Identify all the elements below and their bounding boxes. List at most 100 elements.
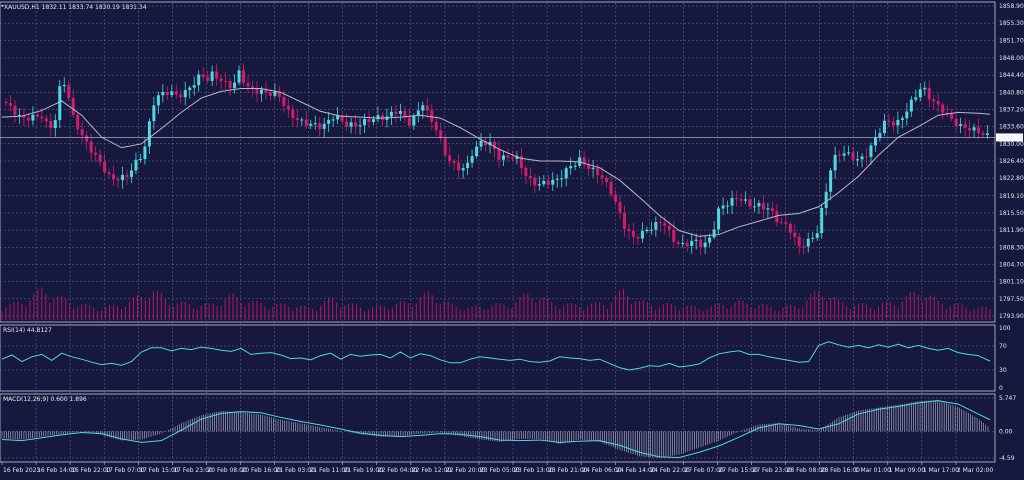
candle-bull[interactable] [959, 124, 963, 126]
candle-bull[interactable] [730, 197, 734, 206]
candle-bull[interactable] [923, 87, 927, 90]
candle-bear[interactable] [246, 82, 250, 87]
candle-bear[interactable] [44, 118, 48, 122]
candle-bear[interactable] [4, 101, 8, 104]
candle-bull[interactable] [551, 179, 555, 185]
candle-bear[interactable] [735, 197, 739, 200]
candle-bear[interactable] [98, 154, 102, 162]
candle-bull[interactable] [860, 156, 864, 160]
candle-bear[interactable] [600, 175, 604, 178]
candle-bull[interactable] [273, 91, 277, 96]
candle-bull[interactable] [466, 162, 470, 169]
candle-bear[interactable] [618, 201, 622, 213]
candle-bull[interactable] [412, 115, 416, 126]
candle-bull[interactable] [873, 137, 877, 146]
candle-bull[interactable] [138, 159, 142, 161]
candle-bear[interactable] [484, 140, 488, 146]
candle-bull[interactable] [752, 206, 756, 208]
candle-bull[interactable] [811, 237, 815, 239]
candle-bull[interactable] [986, 133, 990, 136]
candle-bull[interactable] [918, 89, 922, 98]
candle-bull[interactable] [649, 229, 653, 231]
candle-bull[interactable] [161, 92, 165, 96]
candle-bull[interactable] [129, 170, 133, 177]
candle-bear[interactable] [891, 121, 895, 126]
candle-bear[interactable] [242, 70, 246, 83]
candle-bear[interactable] [506, 155, 510, 158]
candle-bull[interactable] [757, 203, 761, 207]
candle-bull[interactable] [690, 240, 694, 246]
rsi-panel[interactable]: 100 70 30 0 RSI(14) 44.8127 [0, 323, 1011, 393]
candle-bull[interactable] [882, 120, 886, 134]
candle-bear[interactable] [354, 122, 358, 127]
candle-bull[interactable] [896, 119, 900, 126]
candle-bear[interactable] [927, 87, 931, 100]
candle-bull[interactable] [824, 191, 828, 208]
candle-bear[interactable] [932, 99, 936, 102]
candle-bull[interactable] [681, 242, 685, 244]
candle-bear[interactable] [448, 155, 452, 161]
candle-bull[interactable] [703, 242, 707, 248]
candle-bear[interactable] [614, 194, 618, 202]
candle-bear[interactable] [125, 174, 129, 177]
candle-bull[interactable] [537, 184, 541, 186]
candle-bear[interactable] [676, 242, 680, 244]
candle-bear[interactable] [407, 117, 411, 126]
candle-bull[interactable] [358, 125, 362, 127]
candle-bull[interactable] [322, 123, 326, 129]
candle-bull[interactable] [806, 238, 810, 247]
candle-bull[interactable] [134, 159, 138, 171]
candle-bull[interactable] [555, 178, 559, 180]
candle-bear[interactable] [775, 211, 779, 223]
candle-bear[interactable] [295, 118, 299, 121]
candle-bull[interactable] [421, 105, 425, 111]
candle-bear[interactable] [318, 123, 322, 129]
candle-bull[interactable] [847, 152, 851, 154]
candle-bear[interactable] [206, 77, 210, 81]
candle-bull[interactable] [766, 208, 770, 210]
candle-bear[interactable] [622, 212, 626, 230]
candle-bull[interactable] [31, 114, 35, 121]
candle-bear[interactable] [85, 135, 89, 142]
candle-bull[interactable] [905, 111, 909, 119]
candle-bear[interactable] [425, 105, 429, 111]
candle-bull[interactable] [143, 146, 147, 160]
candle-bull[interactable] [121, 174, 125, 181]
candle-bull[interactable] [900, 118, 904, 120]
candle-bear[interactable] [345, 121, 349, 127]
candle-bear[interactable] [452, 160, 456, 163]
candle-bear[interactable] [941, 104, 945, 113]
candle-bear[interactable] [434, 121, 438, 131]
candle-bull[interactable] [708, 237, 712, 243]
candle-bull[interactable] [376, 115, 380, 120]
candle-bear[interactable] [663, 223, 667, 226]
candle-bull[interactable] [820, 207, 824, 234]
candle-bear[interactable] [627, 229, 631, 232]
candle-bear[interactable] [977, 127, 981, 134]
candle-bear[interactable] [968, 128, 972, 131]
candle-bull[interactable] [147, 121, 151, 147]
candle-bull[interactable] [336, 115, 340, 120]
candle-bear[interactable] [224, 80, 228, 82]
candle-bear[interactable] [304, 119, 308, 126]
candle-bull[interactable] [349, 122, 353, 127]
candle-bear[interactable] [255, 89, 259, 94]
candle-bull[interactable] [645, 229, 649, 232]
candle-bull[interactable] [878, 133, 882, 138]
candle-bull[interactable] [717, 208, 721, 230]
price-panel[interactable]: 1858.90 1855.30 1851.70 1848.00 1844.40 1840.… [0, 1, 1024, 323]
candle-bull[interactable] [309, 123, 313, 126]
candle-bull[interactable] [192, 85, 196, 88]
candle-bear[interactable] [981, 133, 985, 136]
candle-bear[interactable] [797, 236, 801, 247]
candle-bear[interactable] [936, 101, 940, 105]
candle-bear[interactable] [605, 177, 609, 182]
candle-bear[interactable] [748, 199, 752, 207]
candle-bear[interactable] [439, 130, 443, 139]
candle-bear[interactable] [493, 141, 497, 149]
candle-bull[interactable] [62, 84, 66, 87]
candle-bear[interactable] [443, 138, 447, 156]
candle-bull[interactable] [815, 233, 819, 238]
candle-bull[interactable] [259, 89, 263, 94]
candle-bull[interactable] [712, 229, 716, 238]
